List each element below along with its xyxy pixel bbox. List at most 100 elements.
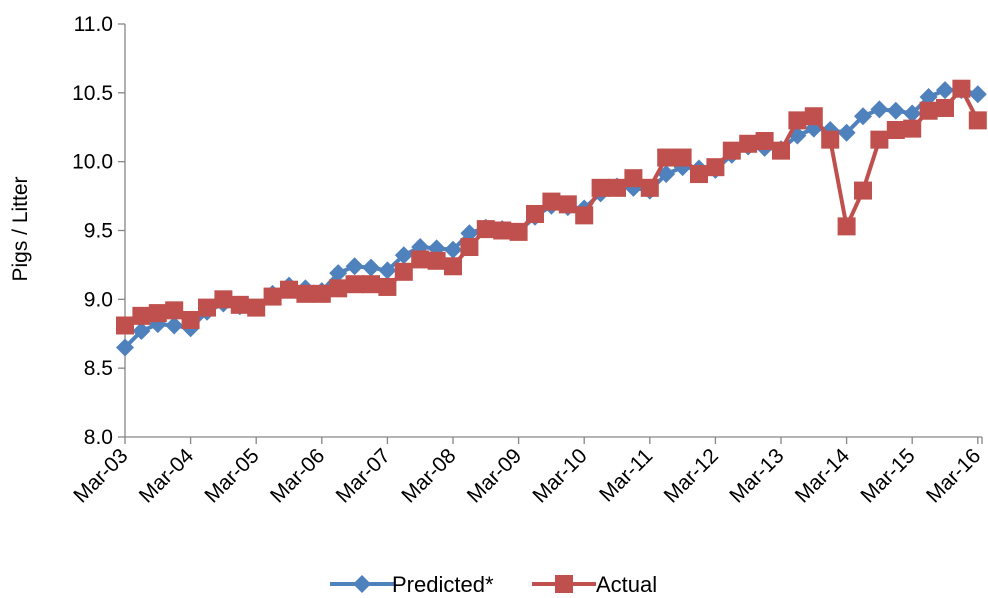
data-point [837, 217, 856, 236]
data-point [329, 264, 348, 283]
legend: Predicted* Actual [330, 572, 657, 597]
data-point [493, 221, 512, 240]
data-point [444, 257, 462, 276]
data-point [919, 87, 938, 106]
data-point [280, 280, 298, 299]
data-point [460, 238, 479, 257]
data-point [116, 338, 134, 357]
data-point [870, 130, 889, 149]
data-point [526, 204, 544, 223]
data-point [608, 178, 626, 197]
data-point [460, 224, 479, 243]
data-point [411, 250, 430, 269]
data-point [919, 101, 938, 120]
data-point [903, 119, 922, 138]
data-point [116, 316, 134, 335]
x-tick-label: Mar-07 [332, 444, 395, 507]
legend-marker-square [555, 575, 573, 593]
y-tick-label: 9.0 [84, 288, 113, 311]
x-ticks: Mar-03 Mar-04 Mar-05 Mar-06 Mar-07 Mar-08 Mar-… [69, 437, 985, 508]
data-point [936, 98, 954, 117]
data-point [772, 141, 790, 160]
x-tick-label: Mar-12 [660, 444, 723, 507]
data-point [788, 111, 807, 130]
data-point [312, 284, 331, 303]
x-tick-label: Mar-15 [856, 444, 919, 507]
x-tick-label: Mar-14 [791, 444, 855, 508]
data-point [575, 206, 594, 225]
data-point [739, 134, 758, 153]
data-point [903, 104, 922, 123]
data-point [394, 246, 413, 265]
x-tick-label: Mar-11 [595, 444, 657, 506]
series-actual [116, 79, 987, 335]
data-point [394, 262, 413, 281]
x-tick-label: Mar-16 [922, 444, 985, 507]
y-tick-label: 10.5 [72, 82, 113, 105]
data-point [148, 304, 167, 323]
data-point [706, 158, 725, 177]
data-point [755, 132, 774, 151]
data-point [870, 100, 889, 119]
data-point [640, 178, 659, 197]
data-point [591, 178, 610, 197]
y-tick-label: 9.5 [84, 220, 113, 243]
legend-item-predicted: Predicted* [330, 572, 494, 597]
data-point [854, 107, 872, 126]
data-point [690, 165, 708, 184]
data-point [230, 295, 249, 314]
data-point [378, 277, 397, 296]
data-point [476, 220, 495, 239]
data-point [657, 148, 676, 167]
data-point [837, 123, 856, 142]
y-ticks: 8.0 8.5 9.0 9.5 10.0 10.5 11.0 [72, 13, 125, 449]
legend-label-predicted: Predicted* [392, 572, 494, 597]
y-tick-label: 10.0 [72, 151, 113, 174]
data-point [722, 141, 741, 160]
data-point [214, 290, 233, 309]
legend-marker-diamond [353, 575, 371, 593]
data-point [821, 130, 840, 149]
y-tick-label: 8.5 [84, 357, 113, 380]
y-axis-label: Pigs / Litter [9, 176, 32, 281]
data-point [624, 169, 643, 188]
legend-item-actual: Actual [532, 572, 657, 597]
data-point [886, 101, 905, 120]
data-point [165, 301, 184, 320]
data-point [952, 79, 971, 98]
data-point [936, 81, 954, 100]
x-tick-label: Mar-08 [397, 444, 460, 507]
data-point [263, 287, 282, 306]
data-point [165, 316, 184, 335]
x-tick-label: Mar-10 [528, 444, 591, 507]
data-point [968, 111, 987, 130]
data-point [132, 321, 151, 340]
data-point [804, 107, 823, 126]
x-tick-label: Mar-13 [725, 444, 788, 507]
data-point [362, 258, 380, 277]
series-predicted [116, 81, 987, 357]
y-tick-label: 8.0 [84, 426, 113, 449]
data-point [296, 284, 315, 303]
data-point [886, 121, 905, 140]
data-point [427, 251, 446, 270]
series-layer [116, 79, 987, 357]
x-tick-label: Mar-06 [266, 444, 329, 507]
data-point [329, 279, 348, 298]
data-point [132, 306, 151, 325]
data-point [542, 192, 561, 211]
data-point [198, 298, 216, 317]
x-tick-label: Mar-05 [200, 444, 263, 507]
x-tick-label: Mar-04 [135, 444, 199, 508]
data-point [362, 275, 380, 294]
data-point [181, 310, 200, 329]
data-point [247, 298, 266, 317]
data-point [788, 126, 807, 145]
x-tick-label: Mar-03 [69, 444, 132, 507]
x-tick-label: Mar-09 [463, 444, 526, 507]
data-point [673, 148, 692, 167]
legend-label-actual: Actual [596, 572, 657, 597]
data-point [968, 85, 987, 104]
data-point [509, 222, 528, 241]
